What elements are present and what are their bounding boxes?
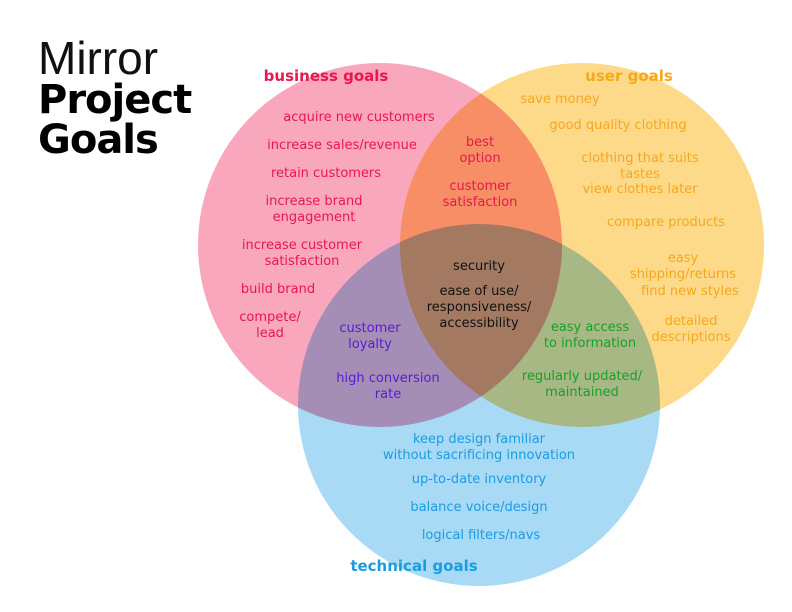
user-goals-heading: user goals (585, 67, 673, 85)
business-item: build brand (240, 282, 316, 297)
title-line-project: Project (38, 77, 192, 123)
user-technical-item: easy access to information (543, 320, 637, 351)
technical-item: up-to-date inventory (411, 472, 547, 487)
business-technical-item: customer loyalty (339, 321, 401, 352)
user-item: detailed descriptions (651, 314, 731, 345)
user-item: save money (520, 92, 600, 107)
user-item: find new styles (641, 284, 739, 299)
business-item: compete/ lead (239, 310, 301, 341)
business-technical-item: high conversion rate (336, 371, 440, 402)
user-item: compare products (607, 215, 725, 230)
user-technical-item: regularly updated/ maintained (521, 369, 643, 400)
user-item: clothing that suits tastes (581, 151, 699, 182)
business-item: increase sales/revenue (267, 138, 417, 153)
technical-item: keep design familiar without sacrificing… (382, 432, 576, 463)
technical-item: balance voice/design (410, 500, 548, 515)
title-line-mirror: Mirror (38, 32, 159, 84)
technical-item: logical filters/navs (421, 528, 541, 543)
user-item: view clothes later (582, 182, 698, 197)
technical-goals-circle (298, 224, 660, 586)
business-item: increase brand engagement (265, 194, 363, 225)
technical-goals-heading: technical goals (350, 557, 478, 575)
title-line-goals: Goals (38, 117, 159, 163)
user-item: good quality clothing (549, 118, 687, 133)
all-goals-item: ease of use/ responsiveness/ accessibili… (426, 284, 532, 331)
all-goals-item: security (453, 259, 505, 274)
business-user-item: customer satisfaction (442, 179, 518, 210)
business-item: retain customers (270, 166, 382, 181)
business-item: acquire new customers (283, 110, 435, 125)
user-item: easy shipping/returns (629, 251, 737, 282)
business-user-item: best option (459, 135, 501, 166)
business-goals-heading: business goals (263, 67, 389, 85)
business-item: increase customer satisfaction (241, 238, 363, 269)
